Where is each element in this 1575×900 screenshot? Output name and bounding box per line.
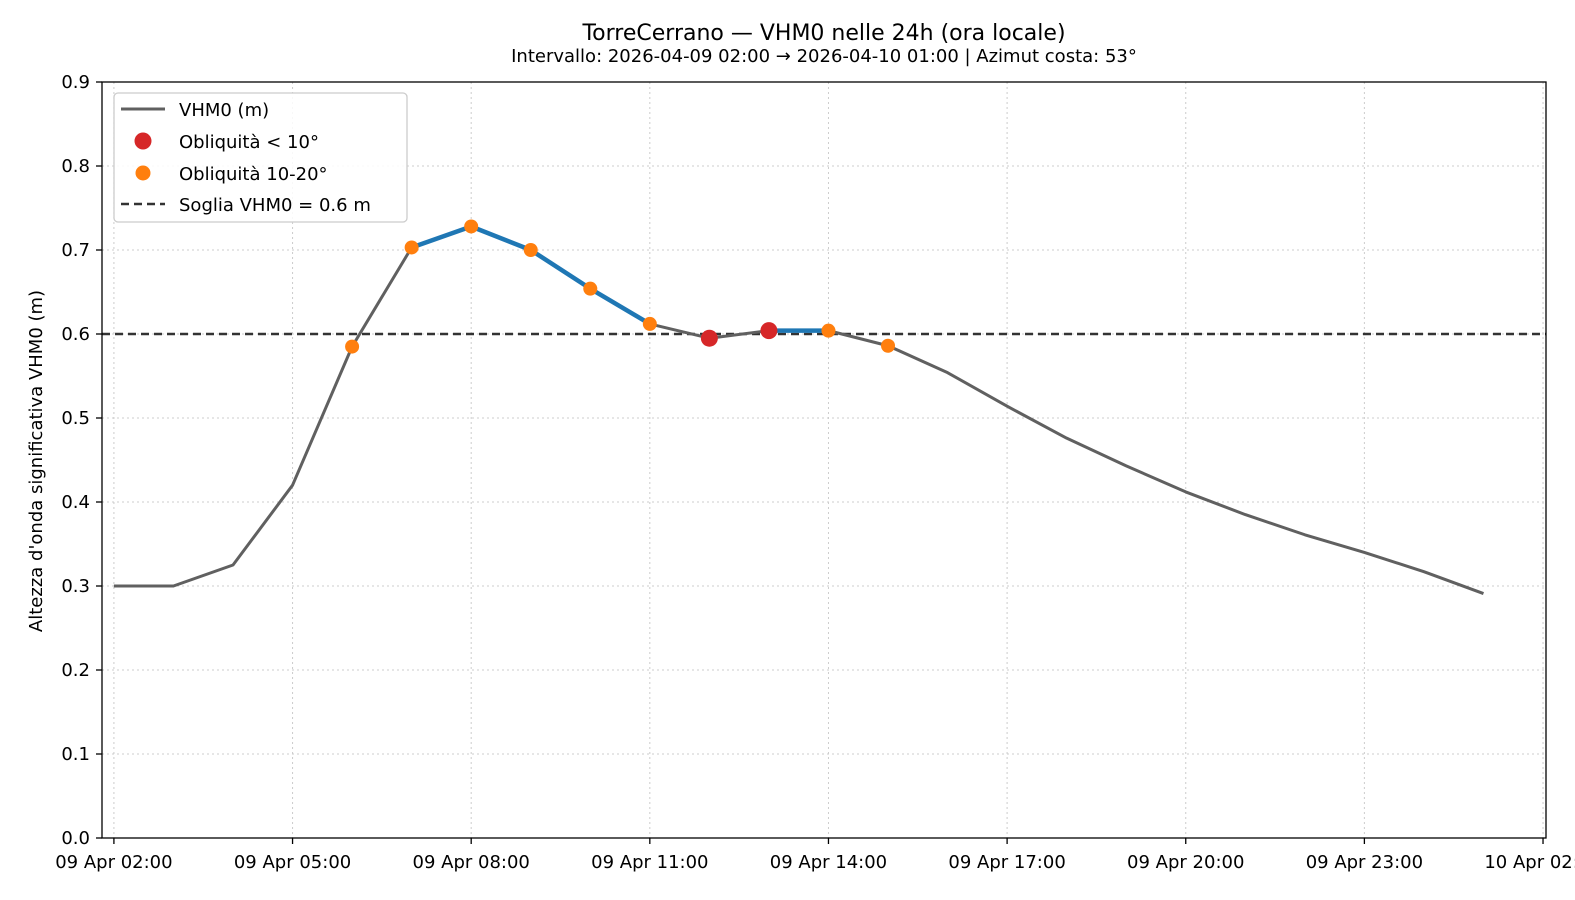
- y-tick-label: 0.6: [61, 324, 90, 345]
- x-tick-label: 09 Apr 05:00: [234, 852, 351, 873]
- y-tick-label: 0.3: [61, 576, 90, 597]
- marker-obliquity-10-20: [404, 240, 419, 255]
- marker-obliquity-lt10: [760, 322, 778, 340]
- y-tick-label: 0.7: [61, 240, 90, 261]
- y-tick-label: 0.9: [61, 72, 90, 93]
- marker-layer: [345, 219, 896, 354]
- series-line-vhm0: [113, 224, 1484, 595]
- marker-obliquity-10-20: [821, 323, 836, 338]
- marker-obliquity-lt10: [700, 329, 718, 347]
- x-tick-label: 09 Apr 14:00: [770, 852, 887, 873]
- x-tick-label: 09 Apr 17:00: [948, 852, 1065, 873]
- y-axis-label: Altezza d'onda significativa VHM0 (m): [26, 290, 47, 632]
- legend-label-threshold: Soglia VHM0 = 0.6 m: [179, 195, 371, 216]
- y-tick-label: 0.5: [61, 408, 90, 429]
- series-layer: [113, 224, 1484, 595]
- y-tick-label: 0.4: [61, 492, 90, 513]
- marker-obliquity-10-20: [523, 243, 538, 257]
- x-tick-label: 10 Apr 02:00: [1484, 852, 1575, 873]
- marker-obliquity-10-20: [642, 316, 657, 331]
- legend-box: [113, 92, 408, 223]
- legend: VHM0 (m) Obliquità < 10° Obliquità 10-20…: [113, 92, 408, 223]
- axes: 0.0 0.1 0.2 0.3 0.4 0.5 0.6 0.7 0.8 0.9 09 Apr 02:…: [55, 72, 1575, 873]
- y-tick-label: 0.8: [61, 156, 90, 177]
- legend-label-obliquity-10-20: Obliquità 10-20°: [179, 164, 328, 185]
- marker-obliquity-10-20: [345, 339, 360, 354]
- x-tick-label: 09 Apr 08:00: [413, 852, 530, 873]
- x-tick-label: 09 Apr 11:00: [591, 852, 708, 873]
- legend-marker-obliquity-10-20: [135, 165, 151, 181]
- x-tick-label: 09 Apr 20:00: [1127, 852, 1244, 873]
- highlight-segment: [410, 224, 651, 326]
- y-tick-label: 0.2: [61, 660, 90, 681]
- marker-obliquity-10-20: [583, 281, 598, 296]
- chart-subtitle: Intervallo: 2026-04-09 02:00 → 2026-04-1…: [511, 46, 1137, 67]
- marker-obliquity-10-20: [464, 219, 479, 234]
- legend-marker-obliquity-lt10: [134, 132, 152, 150]
- plot-area-frame: [101, 81, 1547, 839]
- chart-title: TorreCerrano — VHM0 nelle 24h (ora local…: [581, 21, 1065, 46]
- marker-obliquity-10-20: [881, 338, 896, 353]
- y-tick-label: 0.1: [61, 744, 90, 765]
- x-tick-label: 09 Apr 02:00: [55, 852, 172, 873]
- y-tick-label: 0.0: [61, 828, 90, 849]
- legend-label-obliquity-lt10: Obliquità < 10°: [179, 132, 319, 153]
- legend-label-vhm0: VHM0 (m): [179, 100, 269, 121]
- x-tick-label: 09 Apr 23:00: [1306, 852, 1423, 873]
